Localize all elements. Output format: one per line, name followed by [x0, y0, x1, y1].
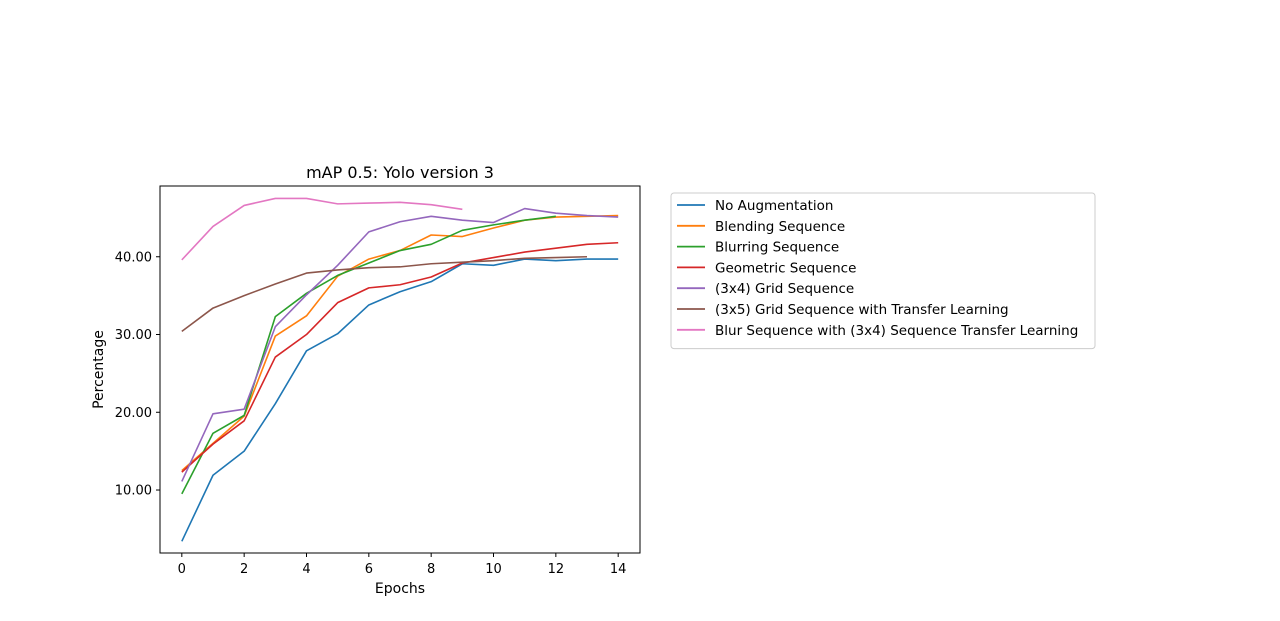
y-tick-label: 30.00 — [115, 328, 152, 343]
legend-label-1: No Augmentation — [715, 198, 833, 214]
legend-label-6: (3x5) Grid Sequence with Transfer Learni… — [715, 302, 1009, 318]
legend-label-5: (3x4) Grid Sequence — [715, 281, 854, 297]
y-tick-label: 10.00 — [115, 484, 152, 499]
plot-area: 0 2 4 6 8 10 12 14 10.00 20.00 30.00 40.00 — [115, 185, 641, 577]
series-line-7 — [181, 197, 463, 261]
legend: No Augmentation Blending Sequence Blurring… — [670, 192, 1096, 350]
x-tick-label: 4 — [302, 562, 310, 577]
series-line-3 — [181, 215, 556, 495]
series-line-4 — [181, 241, 619, 473]
x-tick-label: 12 — [548, 562, 565, 577]
x-axis-label: Epochs — [375, 581, 425, 597]
x-tick-label: 2 — [240, 562, 248, 577]
legend-label-2: Blending Sequence — [715, 219, 845, 235]
legend-label-7: Blur Sequence with (3x4) Sequence Transf… — [715, 323, 1078, 339]
y-axis-label: Percentage — [91, 330, 107, 409]
series-line-6 — [181, 255, 588, 333]
x-tick-label: 14 — [610, 562, 627, 577]
series-line-1 — [181, 258, 619, 542]
legend-label-3: Blurring Sequence — [715, 240, 839, 256]
legend-label-4: Geometric Sequence — [715, 260, 856, 276]
legend-box — [670, 192, 1096, 350]
x-tick-label: 6 — [365, 562, 373, 577]
x-tick-label: 8 — [427, 562, 435, 577]
series-line-5 — [181, 207, 619, 482]
y-tick-label: 40.00 — [115, 250, 152, 265]
axes-frame — [159, 185, 641, 554]
x-tick-label: 10 — [485, 562, 502, 577]
x-tick-label: 0 — [178, 562, 186, 577]
chart-title: mAP 0.5: Yolo version 3 — [306, 163, 494, 182]
y-tick-label: 20.00 — [115, 406, 152, 421]
